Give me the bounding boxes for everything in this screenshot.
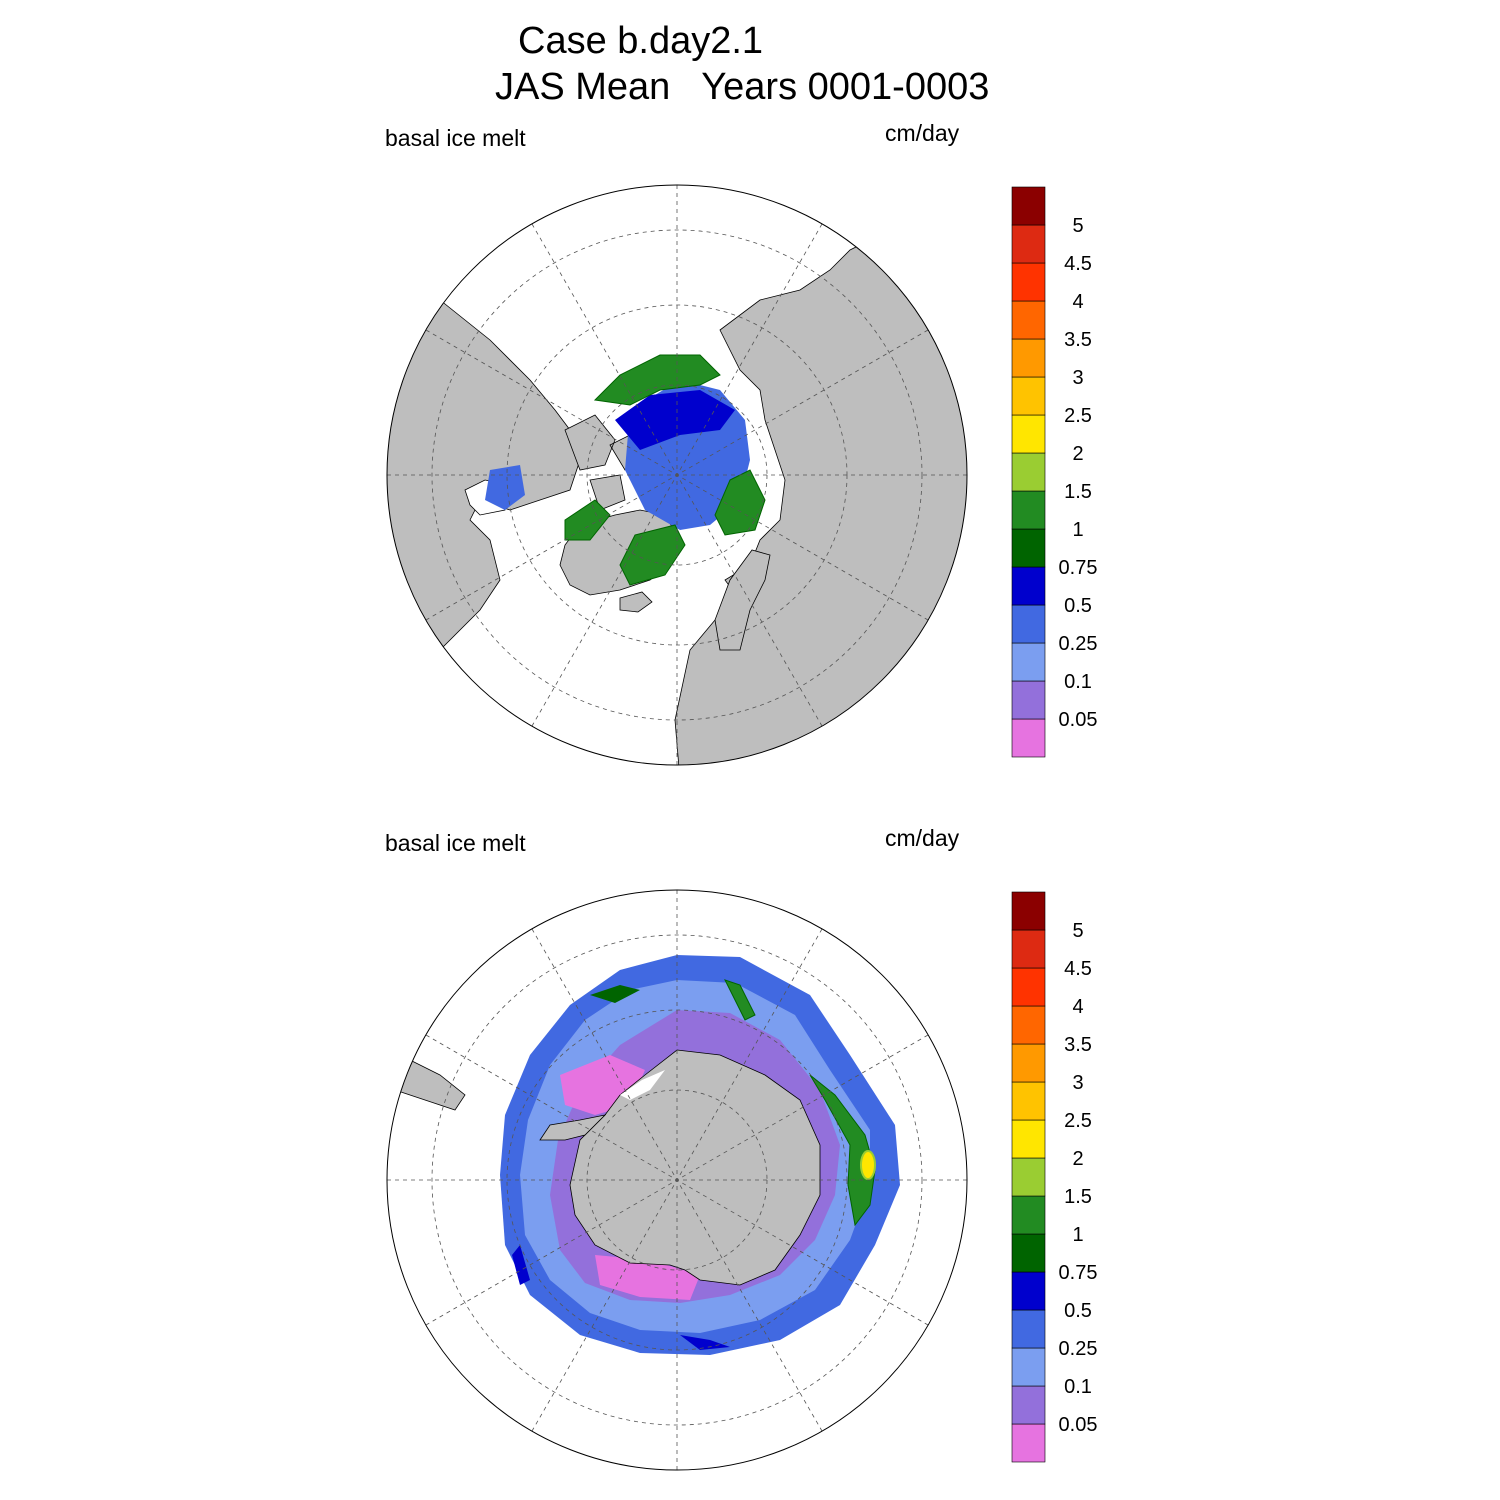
colorbar-tick-label: 0.5 (1064, 595, 1092, 617)
colorbar-tick-label: 3.5 (1064, 1034, 1092, 1056)
antarctic-peninsula (539, 1114, 607, 1141)
map-graticule-south (387, 890, 967, 1470)
colorbar-swatch (1011, 967, 1046, 1007)
antarctic-polar-map (386, 889, 968, 1471)
colorbar-swatch (1011, 452, 1046, 492)
colorbar-swatch (1011, 224, 1046, 264)
colorbar-swatch (1011, 300, 1046, 340)
colorbar-swatch (1011, 680, 1046, 720)
colorbar-tick-label: 5 (1072, 215, 1083, 237)
colorbar-swatch (1011, 338, 1046, 378)
colorbar-tick-label: 4 (1072, 996, 1083, 1018)
antarctic-ice-edge-green-1 (724, 979, 756, 1021)
arctic-ice-green-greenland (619, 524, 686, 586)
colorbar-swatch (1011, 929, 1046, 969)
colorbar-swatch (1011, 262, 1046, 302)
arctic-ice-green-north (593, 354, 721, 406)
colorbar-swatch (1011, 718, 1046, 758)
map-boundary-south (386, 889, 968, 1471)
arctic-polar-map (386, 184, 968, 766)
antarctic-ice-pink-ross (595, 1255, 700, 1300)
panel-1-units-label: cm/day (885, 120, 960, 146)
colorbar-swatch (1011, 490, 1046, 530)
colorbar-swatch (1011, 642, 1046, 682)
arctic-ice-green-west (564, 499, 611, 541)
colorbar-tick-label: 3 (1072, 1072, 1083, 1094)
colorbar-panel-2: 0.05 0.1 0.25 0.5 0.75 1 1.5 2 2.5 3 3.5 4 4.5 5 (1011, 891, 1098, 1463)
scandinavia-landmass (714, 549, 771, 651)
colorbar-swatch (1011, 1271, 1046, 1311)
colorbar-tick-label: 0.1 (1064, 1376, 1092, 1398)
antarctic-ice-edge-green-2 (809, 1074, 876, 1227)
colorbar-tick-label: 1.5 (1064, 481, 1092, 503)
baffin-ice (485, 465, 525, 510)
weddell-ice-shelf-gap (620, 1070, 665, 1100)
colorbar-tick-label: 1 (1072, 519, 1083, 541)
colorbar-tick-label: 4 (1072, 291, 1083, 313)
colorbar-tick-label: 2 (1072, 443, 1083, 465)
colorbar-tick-label: 0.5 (1064, 1300, 1092, 1322)
colorbar-swatch (1011, 1005, 1046, 1045)
colorbar-swatch (1011, 1385, 1046, 1425)
colorbar-tick-label: 2 (1072, 1148, 1083, 1170)
colorbar-swatch (1011, 1043, 1046, 1083)
colorbar-tick-label: 0.05 (1059, 709, 1098, 731)
colorbar-swatch (1011, 1157, 1046, 1197)
colorbar-panel-1: 0.05 0.1 0.25 0.5 0.75 1 1.5 2 2.5 3 3.5 4 4.5 5 (1011, 186, 1098, 758)
colorbar-swatch (1011, 414, 1046, 454)
colorbar-swatch (1011, 376, 1046, 416)
colorbar-swatch (1011, 1347, 1046, 1387)
colorbar-tick-label: 3 (1072, 367, 1083, 389)
colorbar-tick-label: 0.75 (1059, 557, 1098, 579)
colorbar-swatch (1011, 528, 1046, 568)
map-graticule (387, 185, 967, 765)
colorbar-tick-label: 4.5 (1064, 253, 1092, 275)
colorbar-tick-label: 0.05 (1059, 1414, 1098, 1436)
arctic-ice-darkblue (615, 390, 735, 450)
colorbar-swatch (1011, 1423, 1046, 1463)
antarctic-ice-edge-green-3 (590, 985, 640, 1003)
colorbar-swatch (1011, 566, 1046, 606)
colorbar-swatch (1011, 1119, 1046, 1159)
colorbar-tick-label: 4.5 (1064, 958, 1092, 980)
colorbar-tick-label: 1 (1072, 1224, 1083, 1246)
colorbar-tick-label: 3.5 (1064, 329, 1092, 351)
panel-2-units-label: cm/day (885, 825, 960, 851)
iceland-landmass (619, 591, 653, 613)
colorbar-tick-label: 0.75 (1059, 1262, 1098, 1284)
map-boundary (386, 184, 968, 766)
colorbar-tick-label: 0.25 (1059, 1338, 1098, 1360)
panel-2-variable-label: basal ice melt (385, 830, 526, 856)
antarctic-ice-edge-yellow (860, 1150, 876, 1180)
panel-1-variable-label: basal ice melt (385, 125, 526, 151)
colorbar-tick-label: 2.5 (1064, 405, 1092, 427)
eurasia-landmass (674, 239, 967, 765)
colorbar-tick-label: 2.5 (1064, 1110, 1092, 1132)
colorbar-swatch (1011, 1081, 1046, 1121)
colorbar-swatch (1011, 186, 1046, 226)
colorbar-tick-label: 1.5 (1064, 1186, 1092, 1208)
colorbar-swatch (1011, 891, 1046, 931)
colorbar-swatch (1011, 1195, 1046, 1235)
figure-title-period: JAS Mean Years 0001-0003 (495, 66, 990, 108)
figure-title-case: Case b.day2.1 (518, 20, 764, 62)
colorbar-swatch (1011, 604, 1046, 644)
colorbar-tick-label: 5 (1072, 920, 1083, 942)
colorbar-tick-label: 0.1 (1064, 671, 1092, 693)
colorbar-tick-label: 0.25 (1059, 633, 1098, 655)
colorbar-swatch (1011, 1233, 1046, 1273)
colorbar-swatch (1011, 1309, 1046, 1349)
